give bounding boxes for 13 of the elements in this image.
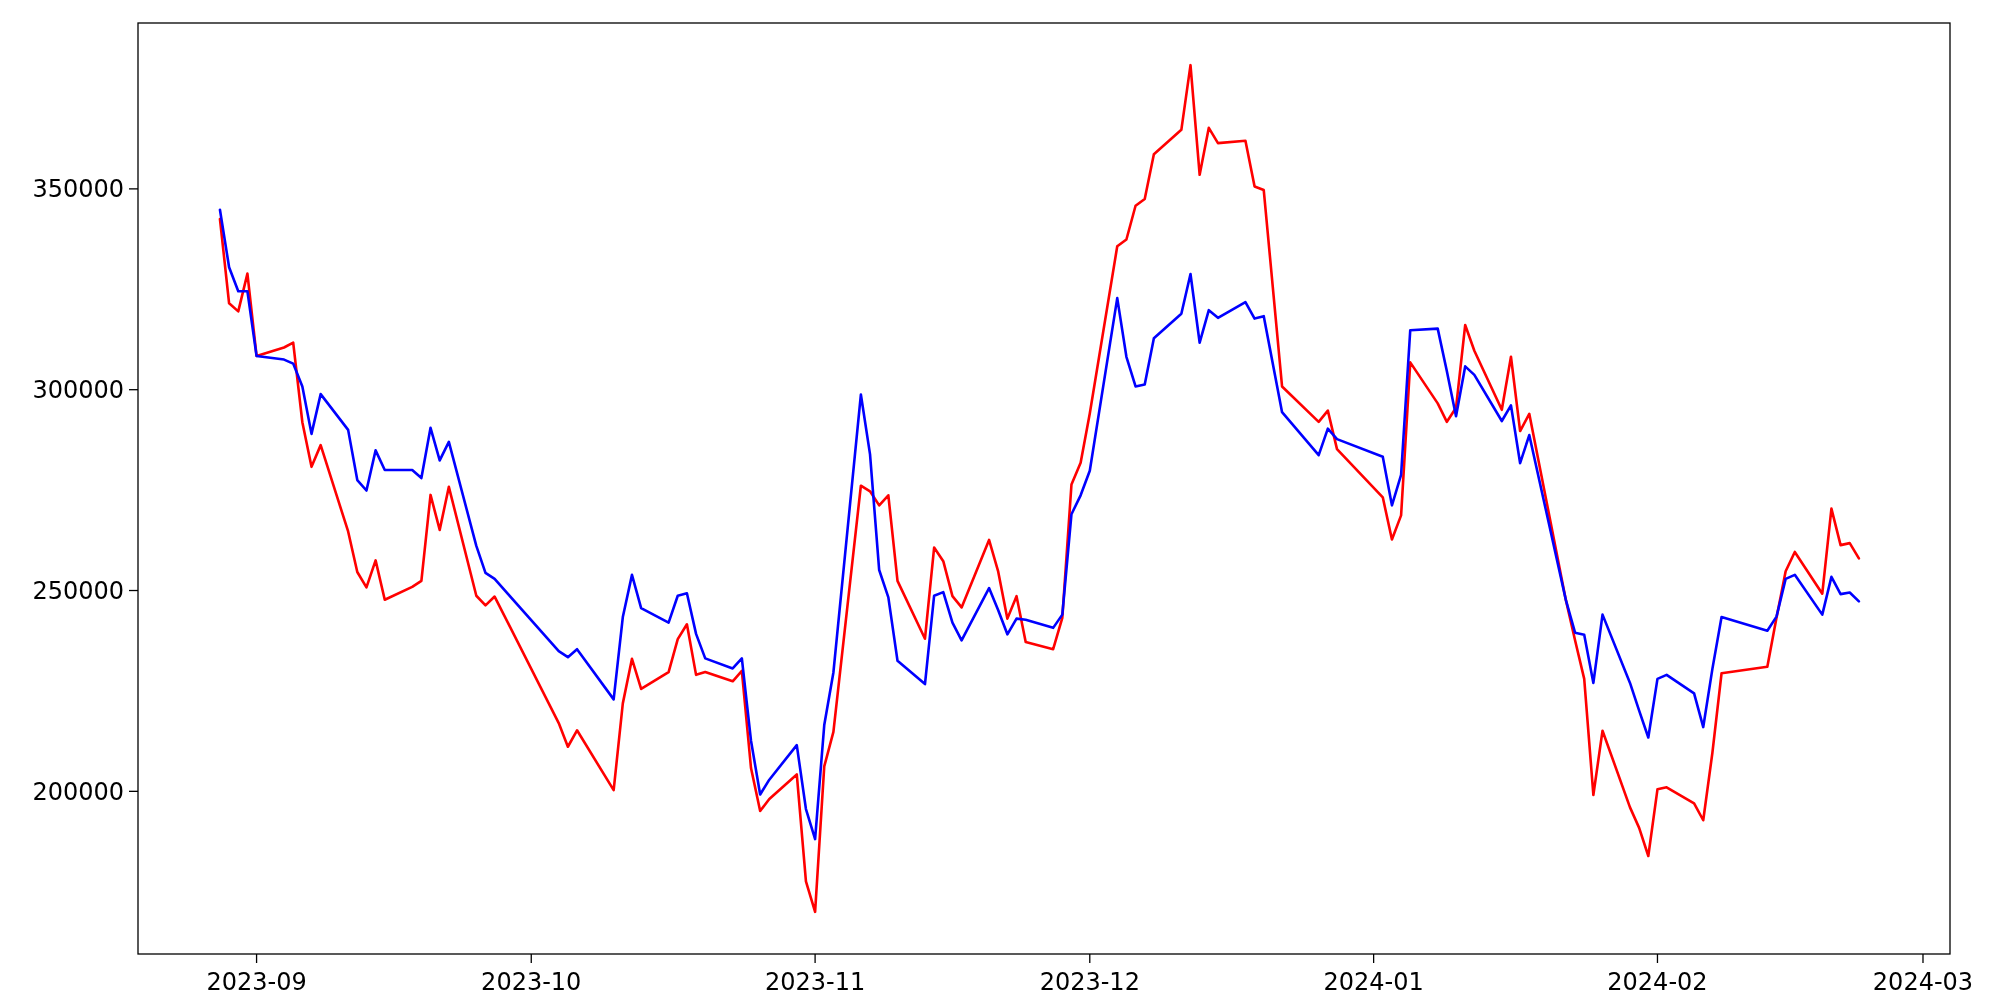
line-series	[218, 208, 1861, 841]
x-tick-label: 2023-10	[481, 968, 582, 996]
x-tick-label: 2024-03	[1872, 968, 1974, 996]
x-tick-label: 2023-09	[206, 968, 307, 996]
line-series	[218, 63, 1861, 914]
x-tick-label: 2024-01	[1323, 968, 1424, 996]
y-tick-label: 300000	[32, 376, 124, 405]
y-tick-label: 250000	[32, 576, 124, 605]
y-tick-label: 350000	[32, 175, 124, 204]
x-tick-label: 2024-02	[1607, 968, 1708, 996]
y-tick-label: 200000	[32, 777, 124, 806]
x-tick-label: 2023-11	[764, 968, 866, 996]
x-tick-label: 2023-12	[1039, 968, 1140, 996]
